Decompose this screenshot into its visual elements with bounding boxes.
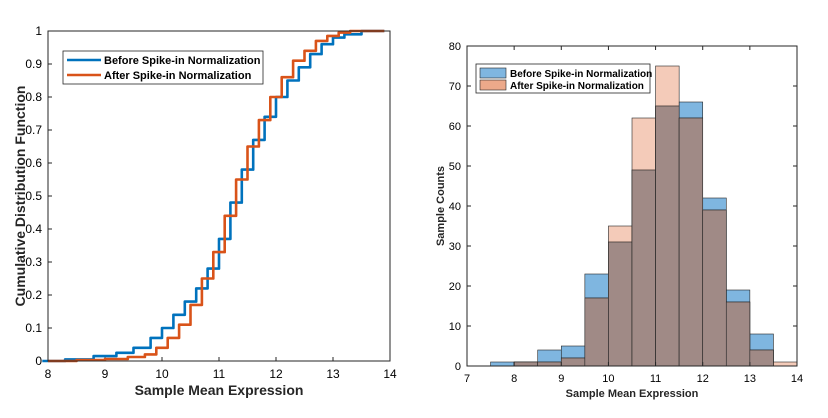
histogram-chart: 0 10 20 30 40 50 60 70 80 7 8 9 10 11 12 13 14 Sample M… <box>435 41 803 400</box>
cdf-legend: Before Spike-in Normalization After Spik… <box>62 50 264 85</box>
hist-x-tick-label: 9 <box>558 373 564 385</box>
cdf-x-tick-label: 10 <box>155 367 169 381</box>
hist-y-tick-label: 60 <box>449 121 461 133</box>
cdf-line-before <box>42 29 385 363</box>
hist-y-tick-label: 30 <box>449 241 461 253</box>
hist-legend-swatch-after <box>479 79 507 91</box>
cdf-y-tick-label: 0.2 <box>25 288 42 302</box>
hist-legend: Before Spike-in Normalization After Spik… <box>475 63 652 94</box>
hist-bar-before <box>490 361 515 367</box>
cdf-y-axis-label: Cumulative Distribution Function <box>12 86 28 307</box>
cdf-plot-area <box>48 31 390 361</box>
hist-legend-label-after: After Spike-in Normalization <box>510 81 644 92</box>
hist-x-tick-labels: 7 8 9 10 11 12 13 14 <box>464 373 803 385</box>
hist-bar-overlap <box>749 349 774 367</box>
cdf-x-tick-label: 9 <box>102 367 109 381</box>
cdf-axes-box <box>47 30 391 362</box>
hist-bar-overlap <box>725 301 751 367</box>
cdf-x-tick-label: 13 <box>326 367 340 381</box>
hist-bar-overlap <box>608 241 633 367</box>
hist-after-bars <box>513 65 798 367</box>
hist-bar-overlap <box>655 105 680 367</box>
hist-x-axis-label: Sample Mean Expression <box>566 388 699 400</box>
hist-y-tick-label: 0 <box>455 361 461 373</box>
cdf-legend-box <box>62 50 264 85</box>
cdf-x-tick-label: 14 <box>383 367 397 381</box>
cdf-y-tick-label: 0.7 <box>25 123 42 137</box>
hist-bar-overlap <box>537 361 562 367</box>
cdf-y-tick-label: 0.3 <box>25 255 42 269</box>
cdf-y-tick-label: 0.5 <box>25 189 42 203</box>
cdf-line-after <box>48 29 385 363</box>
cdf-chart: 0 0.1 0.2 0.3 0.4 0.5 0.6 0.7 0.8 0.9 1 8 9 10 11 12 13… <box>12 24 397 398</box>
hist-x-tick-label: 7 <box>464 373 470 385</box>
hist-y-tick-label: 40 <box>449 201 461 213</box>
cdf-y-tick-label: 0.1 <box>25 321 42 335</box>
cdf-y-tick-label: 0.6 <box>25 156 42 170</box>
cdf-x-tick-labels: 8 9 10 11 12 13 14 <box>45 367 397 381</box>
hist-x-tick-label: 11 <box>650 373 661 385</box>
hist-y-tick-label: 20 <box>449 281 461 293</box>
hist-y-axis-label: Sample Counts <box>435 166 447 246</box>
hist-x-tick-label: 13 <box>744 373 756 385</box>
cdf-x-tick-label: 11 <box>213 367 226 381</box>
cdf-x-tick-label: 12 <box>269 367 283 381</box>
hist-bar-overlap <box>702 209 727 367</box>
cdf-y-tick-label: 0.8 <box>25 90 42 104</box>
hist-y-tick-labels: 0 10 20 30 40 50 60 70 80 <box>449 41 461 373</box>
hist-bar-overlap <box>678 117 704 367</box>
hist-legend-label-before: Before Spike-in Normalization <box>510 69 652 80</box>
hist-x-tick-label: 10 <box>602 373 614 385</box>
hist-y-tick-label: 50 <box>449 161 461 173</box>
hist-y-tick-label: 70 <box>449 81 461 93</box>
cdf-x-axis-label: Sample Mean Expression <box>135 382 304 398</box>
hist-bar-after <box>773 361 798 367</box>
cdf-legend-label-before: Before Spike-in Normalization <box>104 55 261 67</box>
cdf-legend-label-after: After Spike-in Normalization <box>104 70 252 82</box>
hist-x-tick-label: 14 <box>791 373 803 385</box>
hist-x-tick-label: 12 <box>697 373 709 385</box>
hist-legend-swatch-before <box>479 67 507 79</box>
hist-bar-overlap <box>631 169 656 367</box>
hist-y-tick-label: 10 <box>449 321 461 333</box>
hist-axes-box <box>466 45 798 367</box>
hist-bar-overlap <box>513 361 539 367</box>
cdf-y-tick-label: 0.9 <box>25 57 42 71</box>
cdf-y-tick-label: 0.4 <box>25 222 42 236</box>
cdf-y-tick-labels: 0 0.1 0.2 0.3 0.4 0.5 0.6 0.7 0.8 0.9 1 <box>25 24 42 368</box>
hist-x-tick-label: 8 <box>511 373 517 385</box>
hist-bar-overlap <box>584 297 609 367</box>
cdf-y-tick-label: 1 <box>35 24 42 38</box>
cdf-y-tick-label: 0 <box>35 354 42 368</box>
hist-y-tick-label: 80 <box>449 41 461 53</box>
hist-bar-overlap <box>560 357 586 367</box>
cdf-series-lines <box>42 29 385 363</box>
cdf-x-tick-label: 8 <box>45 367 52 381</box>
